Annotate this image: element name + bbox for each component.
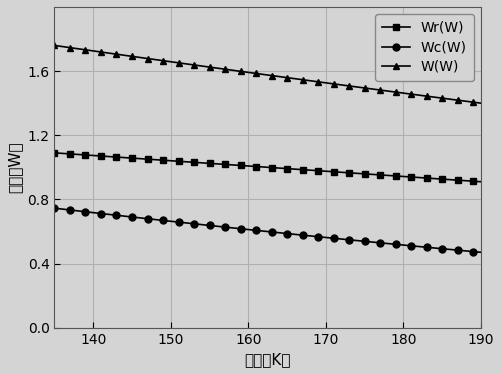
W(W) — [59, 44, 65, 49]
Wr(W) — [377, 173, 383, 177]
Wr(W) — [206, 161, 212, 166]
Line: Wr(W): Wr(W) — [51, 149, 484, 185]
W(W) — [478, 101, 484, 105]
Legend: Wr(W), Wc(W), W(W): Wr(W), Wc(W), W(W) — [375, 14, 474, 81]
W(W) — [315, 80, 321, 84]
W(W) — [377, 88, 383, 92]
Wr(W) — [292, 167, 298, 171]
Wr(W) — [331, 169, 337, 174]
Line: Wc(W): Wc(W) — [51, 205, 484, 256]
Wc(W) — [59, 207, 65, 211]
Wr(W) — [59, 151, 65, 156]
Wc(W) — [315, 234, 321, 239]
Wr(W) — [478, 180, 484, 184]
Y-axis label: 漏损（W）: 漏损（W） — [7, 141, 22, 193]
Wr(W) — [315, 168, 321, 173]
Line: W(W): W(W) — [51, 42, 484, 107]
Wc(W) — [478, 250, 484, 255]
Wr(W) — [52, 151, 58, 155]
W(W) — [52, 43, 58, 47]
Wc(W) — [292, 232, 298, 237]
W(W) — [331, 82, 337, 86]
W(W) — [206, 65, 212, 69]
W(W) — [292, 76, 298, 81]
Wc(W) — [377, 240, 383, 245]
X-axis label: 温度（K）: 温度（K） — [244, 352, 291, 367]
Wc(W) — [206, 223, 212, 228]
Wc(W) — [52, 206, 58, 211]
Wc(W) — [331, 236, 337, 240]
